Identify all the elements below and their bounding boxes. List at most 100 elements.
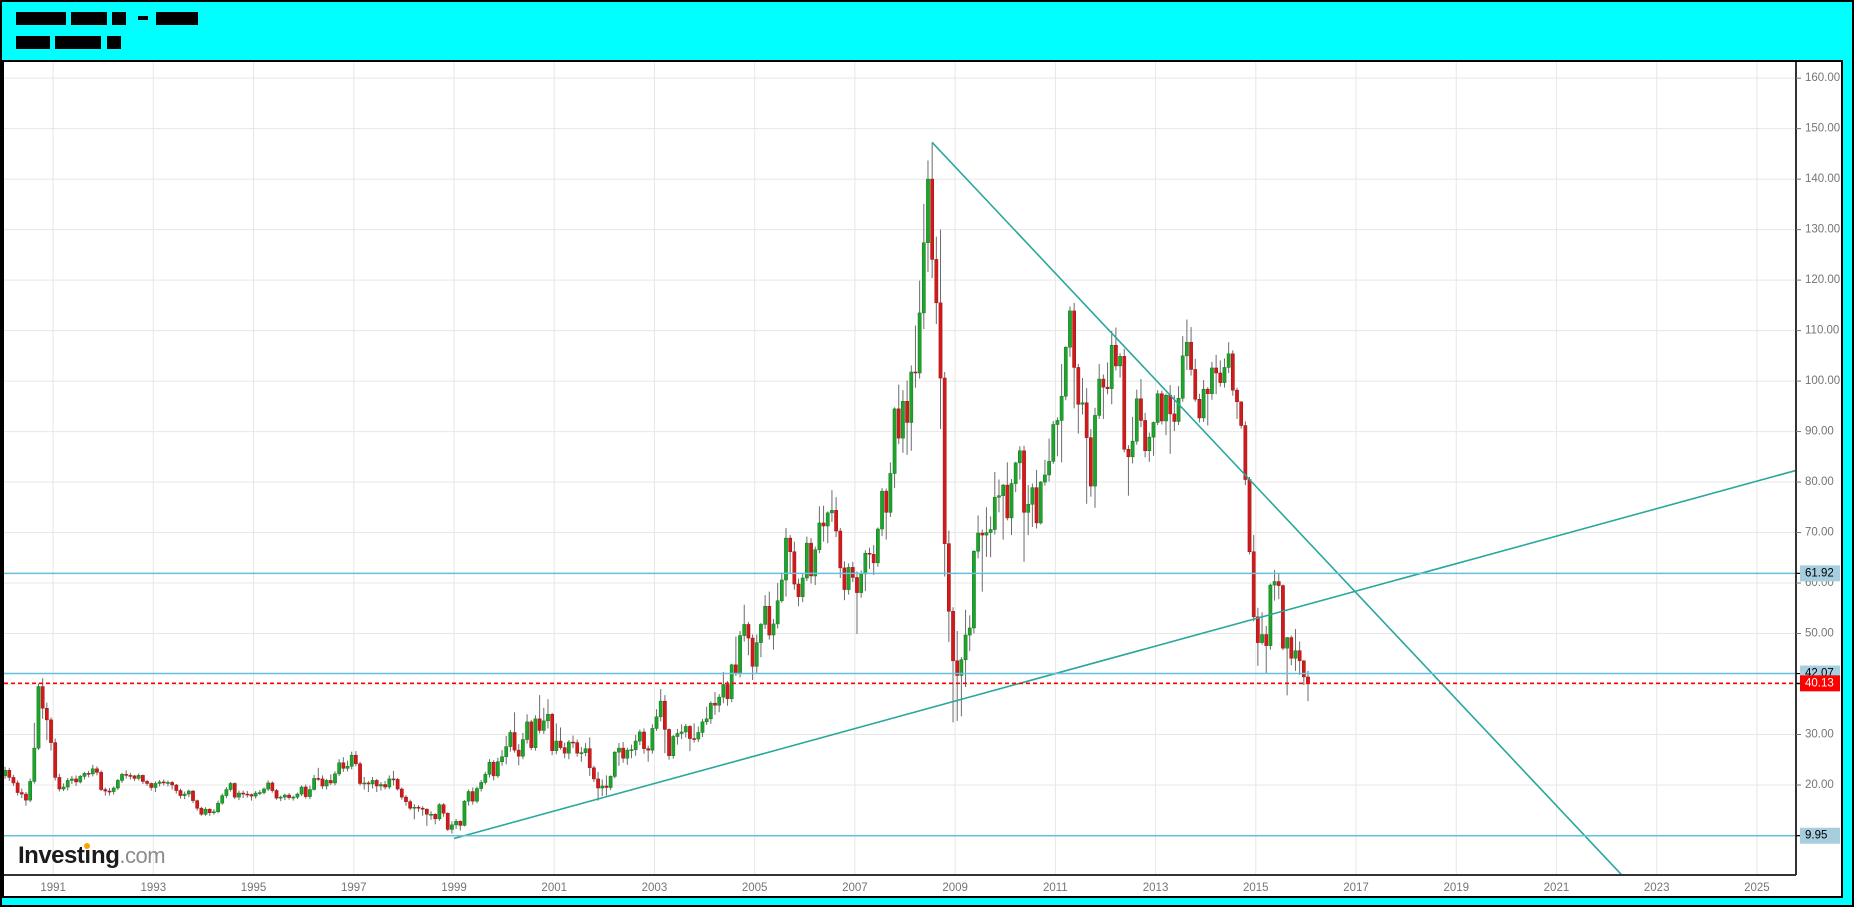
candle-up [637,731,642,742]
candle-up [291,796,296,799]
candle-up [859,573,864,593]
candle-up [370,780,375,785]
candle-down [896,408,901,439]
candle-down [287,794,291,798]
candle-down [1218,372,1223,383]
logo-text-suffix: ng [91,842,120,869]
candle-down [199,807,204,815]
y-tick-label: 90.00 [1805,426,1834,438]
candle-up [1013,462,1018,484]
candle-up [1059,395,1064,421]
candle-up [546,714,550,722]
candle-up [1285,637,1289,649]
candle-down [951,611,955,662]
candle-up [257,792,262,794]
candle-up [1151,422,1156,438]
candle-up [992,496,997,530]
candle-up [566,741,571,754]
candle-down [592,767,596,780]
x-tick-label: 2007 [842,882,868,894]
candle-down [1172,413,1177,422]
candle-down [934,259,939,304]
candle-down [170,782,174,786]
candle-up [4,770,7,777]
candle-up [704,718,709,723]
candle-down [1306,676,1310,684]
candle-up [583,748,588,753]
candle-down [1126,448,1131,458]
candle-down [149,783,154,788]
candle-down [399,788,404,798]
candle-down [1230,353,1235,391]
candle-up [500,756,504,763]
candle-up [813,549,818,577]
candle-down [1072,310,1076,368]
candle-down [1159,393,1164,422]
candle-down [249,794,254,797]
candle-up [738,635,742,674]
candle-down [838,530,843,569]
candle-down [663,700,667,730]
candle-down [408,801,413,809]
candle-up [671,736,676,756]
candle-down [420,807,425,810]
trendline-descending-resistance[interactable] [931,141,1623,876]
logo-domain: .com [119,843,166,868]
x-tick-label: 2023 [1644,882,1670,894]
y-tick-label: 160.00 [1805,72,1840,84]
candle-down [1243,425,1248,480]
price-level-label-box[interactable] [1800,565,1840,582]
price-level-label-box[interactable] [1800,827,1840,844]
candle-up [1210,367,1214,394]
candle-up [203,808,208,815]
x-tick-label: 2021 [1544,882,1570,894]
candle-up [729,664,734,699]
candle-up [32,747,37,782]
candle-down [1101,378,1106,388]
price-chart-canvas[interactable]: 160.00 150.00 140.00 130.00 120.00 110.00 100.… [4,62,1841,896]
candle-down [232,783,237,798]
redacted-text-block [16,35,50,49]
candle-down [145,781,149,784]
candle-up [349,754,354,767]
candle-down [913,371,918,374]
candle-down [842,567,847,590]
candle-up [880,490,884,530]
x-tick-label: 1997 [341,882,367,894]
candle-down [141,775,145,782]
candle-up [754,642,759,667]
candle-up [612,751,617,777]
candle-down [1005,484,1010,519]
candle-down [103,789,108,792]
x-tick-label: 2009 [942,882,968,894]
candle-up [1038,481,1043,524]
candle-down [128,775,133,777]
candle-up [278,796,283,799]
candle-up [742,624,747,636]
candle-up [111,787,116,792]
investing-logo: Invest i ng .com [18,842,166,869]
candle-down [191,790,195,801]
candle-down [15,782,20,793]
candle-down [270,782,275,791]
candle-down [53,742,58,778]
candle-up [625,749,630,759]
candle-up [345,766,350,769]
candle-up [683,726,688,733]
candle-up [984,532,989,536]
candle-down [750,637,755,667]
candle-up [166,782,170,784]
candle-up [876,528,880,564]
x-tick-label: 2003 [642,882,668,894]
candle-up [972,550,976,629]
candle-down [274,790,279,799]
candle-up [617,747,621,753]
candle-down [425,808,429,815]
candle-down [1264,634,1269,646]
y-tick-label: 120.00 [1805,274,1840,286]
last-price-label-box [1800,675,1840,692]
candle-up [1293,650,1298,659]
trendline-ascending-support[interactable] [453,469,1797,840]
candle-down [537,718,542,731]
x-tick-label: 1991 [40,882,66,894]
